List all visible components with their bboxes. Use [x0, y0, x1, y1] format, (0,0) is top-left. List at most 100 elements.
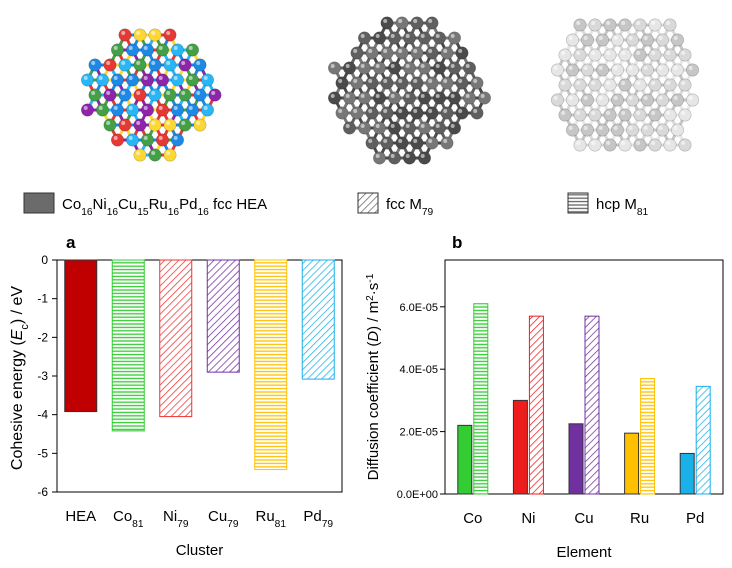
atom-highlight	[443, 49, 448, 53]
atom	[663, 18, 677, 32]
atom-highlight	[196, 121, 201, 125]
atom	[610, 123, 624, 137]
atom	[678, 108, 692, 122]
atom-highlight	[643, 66, 648, 70]
atom	[425, 46, 439, 60]
atom	[148, 58, 162, 72]
atom-highlight	[151, 121, 156, 125]
x-tick-label: Pd	[686, 510, 704, 527]
atom	[618, 48, 632, 62]
atom	[648, 138, 662, 152]
atom-highlight	[583, 126, 588, 130]
atom	[663, 138, 677, 152]
atom-highlight	[413, 19, 418, 23]
text-part: Diffusion coefficient (	[365, 342, 382, 481]
text-part: ·s	[365, 283, 382, 296]
atom-highlight	[413, 79, 418, 83]
atom-highlight	[636, 51, 641, 55]
atom-highlight	[576, 21, 581, 25]
atom	[625, 93, 639, 107]
atom-highlight	[136, 151, 141, 155]
atom-highlight	[203, 106, 208, 110]
text-part: Cohesive energy (	[9, 340, 26, 471]
atom-highlight	[338, 79, 343, 83]
atom-highlight	[651, 21, 656, 25]
atom-highlight	[196, 91, 201, 95]
atom-highlight	[465, 94, 470, 98]
atom	[670, 93, 684, 107]
atom	[678, 78, 692, 92]
atom	[118, 58, 132, 72]
atom	[410, 76, 424, 90]
atom	[118, 118, 132, 132]
atom	[432, 31, 446, 45]
atom-highlight	[113, 76, 118, 80]
atom	[470, 106, 484, 120]
x-tick-label: Co	[463, 510, 482, 527]
atom-highlight	[450, 64, 455, 68]
atom-highlight	[428, 79, 433, 83]
atom-highlight	[353, 109, 358, 113]
atom-highlight	[405, 94, 410, 98]
atom	[372, 31, 386, 45]
atom	[462, 61, 476, 75]
bar-monometallic	[640, 378, 656, 495]
atom-highlight	[420, 124, 425, 128]
atom-highlight	[173, 46, 178, 50]
atom	[342, 61, 356, 75]
atom	[625, 123, 639, 137]
atom-highlight	[688, 66, 693, 70]
bar	[111, 259, 145, 432]
atom	[178, 118, 192, 132]
atom-highlight	[173, 136, 178, 140]
atom	[595, 63, 609, 77]
atom-highlight	[188, 106, 193, 110]
atom	[372, 151, 386, 165]
atom	[387, 121, 401, 135]
atom	[417, 31, 431, 45]
atom	[387, 31, 401, 45]
atom	[327, 61, 341, 75]
atom	[595, 123, 609, 137]
atom	[133, 148, 147, 162]
bar	[254, 259, 288, 471]
atom-highlight	[583, 66, 588, 70]
y-tick-label: -3	[37, 369, 48, 383]
atom-highlight	[473, 79, 478, 83]
atom-highlight	[428, 49, 433, 53]
atom	[126, 133, 140, 147]
atom	[342, 91, 356, 105]
atom	[580, 63, 594, 77]
atom	[201, 103, 215, 117]
atom-highlight	[628, 36, 633, 40]
text-part: 2	[365, 295, 376, 301]
atom-highlight	[598, 66, 603, 70]
y-tick-label: -6	[37, 485, 48, 499]
text-part: E	[9, 329, 26, 340]
atom	[573, 18, 587, 32]
atom-highlight	[158, 76, 163, 80]
bar-monometallic	[584, 315, 600, 495]
atom-highlight	[621, 111, 626, 115]
atom-highlight	[166, 31, 171, 35]
atom	[156, 73, 170, 87]
atom-highlight	[435, 94, 440, 98]
atom	[670, 63, 684, 77]
text-part: Ni	[163, 508, 177, 525]
atom-highlight	[413, 109, 418, 113]
atom	[455, 46, 469, 60]
atom	[410, 136, 424, 150]
x-axis-label: Cluster	[176, 542, 224, 559]
atom-highlight	[643, 126, 648, 130]
atom-highlight	[681, 141, 686, 145]
bar	[301, 259, 335, 380]
atom	[88, 58, 102, 72]
panel-label-b: b	[452, 233, 462, 252]
atom	[103, 88, 117, 102]
atom-highlight	[666, 51, 671, 55]
y-tick-label: -2	[37, 330, 48, 344]
atom-highlight	[583, 36, 588, 40]
x-tick-label: Pd79	[303, 508, 333, 530]
